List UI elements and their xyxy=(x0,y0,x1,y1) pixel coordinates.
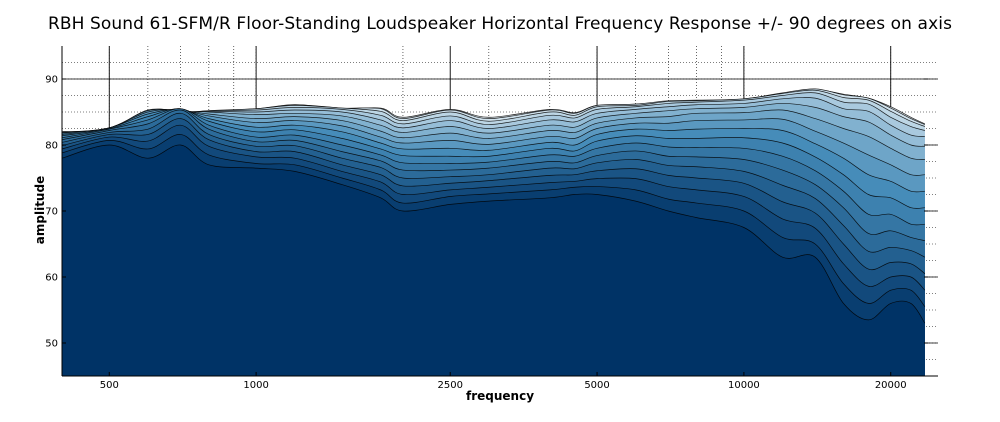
chart-title: RBH Sound 61-SFM/R Floor-Standing Loudsp… xyxy=(47,14,953,34)
x-tick-label: 10000 xyxy=(728,380,760,391)
y-tick-label: 50 xyxy=(45,339,58,350)
response-curve xyxy=(62,124,926,291)
response-curves xyxy=(62,88,926,376)
y-tick-label: 80 xyxy=(45,141,58,152)
x-tick-label: 1000 xyxy=(243,380,268,391)
x-tick-label: 2500 xyxy=(437,380,462,391)
response-curve xyxy=(62,134,926,307)
response-curve xyxy=(62,109,925,242)
x-axis-label: frequency xyxy=(466,389,534,403)
y-tick-label: 60 xyxy=(45,273,58,284)
x-axis-ticks: 500 1000 2500 5000 10000 20000 xyxy=(100,372,907,391)
response-curve xyxy=(62,144,926,324)
response-curve xyxy=(62,97,925,137)
response-curve xyxy=(62,109,925,176)
x-tick-label: 20000 xyxy=(875,380,907,391)
response-curve xyxy=(62,92,925,133)
response-curve xyxy=(62,118,926,274)
response-curve xyxy=(62,112,926,258)
response-area xyxy=(62,144,925,376)
y-axis-label: amplitude xyxy=(33,176,47,244)
response-curve xyxy=(62,108,925,160)
y-tick-label: 70 xyxy=(45,207,58,218)
y-axis-ticks: 50 60 70 80 90 xyxy=(45,75,928,350)
y-tick-label: 90 xyxy=(45,75,58,86)
response-curve xyxy=(62,108,925,193)
response-curve xyxy=(62,108,925,226)
x-tick-label: 5000 xyxy=(584,380,609,391)
response-curve xyxy=(62,103,925,147)
x-tick-label: 500 xyxy=(100,380,119,391)
response-curve xyxy=(62,108,925,209)
